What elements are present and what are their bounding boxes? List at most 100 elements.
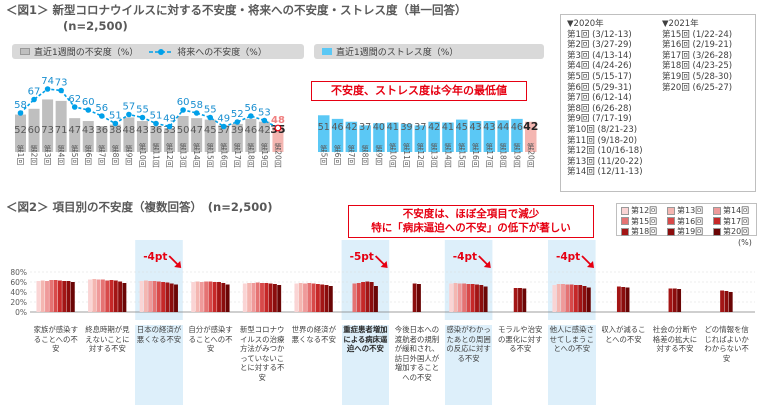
round-tick-label: 第17回 [233,141,242,168]
fig2-bar [369,282,374,312]
stress-value-label: 42 [428,122,440,133]
fig2-bar [251,283,256,312]
stress-bar [497,120,509,152]
fig2-bar [457,283,462,312]
fig2-bar [255,282,260,312]
fig2-bar [40,280,45,312]
anxiety-bar [218,125,230,152]
fig1-right-legend: 直近1週間のストレス度（%） [314,44,544,59]
survey-date-item: 第2回 (3/27-29) [567,40,632,51]
stress-bar [525,121,537,152]
future-anxiety-point [207,114,213,121]
future-anxiety-value-label: 62 [68,94,81,105]
fig2-bar [352,283,357,312]
future-anxiety-point [220,123,227,130]
legend-label: 第18回 [631,227,658,236]
legend-swatch [667,206,675,215]
fig2-bar [298,283,303,312]
fig2-bar [724,291,729,312]
future-anxiety-point [85,107,92,113]
round-tick-label: 第11回 [402,141,411,168]
future-anxiety-point [234,119,241,125]
future-anxiety-value-label: 67 [28,87,41,98]
fig2-bar [616,286,621,312]
fig2-bar [199,282,204,312]
survey-date-item: 第10回 (8/21-23) [567,124,638,135]
round-tick-label: 第8回 [360,144,369,166]
stress-bar [373,123,385,152]
anxiety-value-label: 42 [258,125,271,136]
bar-swatch [20,48,30,55]
fig2-bar [668,288,673,312]
round-tick-label: 第15回 [457,141,466,168]
round-tick-label: 第10回 [138,141,147,168]
future-anxiety-point [44,86,51,92]
future-anxiety-point [17,110,24,116]
fig2-bar [453,283,458,312]
future-anxiety-value-label: 74 [41,76,54,87]
stress-bar [345,121,358,152]
legend-swatch [713,206,721,215]
fig2-bar [113,280,118,312]
stress-bar [511,118,523,152]
legend-label: 第15回 [631,216,658,226]
survey-date-item: 第3回 (4/13-14) [567,50,632,61]
stress-value-label: 37 [359,122,371,133]
fig2-bar [195,281,200,312]
fig2-bar [328,286,333,312]
anxiety-bar [204,119,216,152]
anxiety-bar [150,126,162,152]
future-anxiety-point [112,120,119,127]
fig2-bar [169,283,174,312]
fig2-percent-unit: (%) [738,238,752,247]
round-tick-label: 第7回 [97,144,106,166]
fig2-bar [315,284,320,312]
fig2-bar [561,284,565,312]
change-annotation-label: -4pt [143,251,167,263]
anxiety-bar [55,100,67,152]
fig2-bar [565,284,570,312]
fig2-bar [156,281,161,312]
stress-value-label: 40 [373,122,385,133]
round-tick-label: 第9回 [374,144,383,166]
fig2-bar [294,283,299,312]
survey-date-item: 第1回 (3/12-13) [567,29,632,40]
stress-value-label: 51 [318,122,330,133]
y-tick-label: 0% [15,308,27,317]
anxiety-bar [258,121,270,152]
future-anxiety-value-label: 56 [95,103,108,114]
round-tick-label: 第2回 [29,144,38,166]
arrow-head-icon [587,261,594,268]
round-tick-label: 第14回 [443,141,452,168]
legend-label: 第13回 [677,206,704,215]
category-label: どの情報を信じればよいかわからない不安 [704,325,749,363]
legend-label: 第14回 [723,206,750,215]
survey-date-item: 第13回 (11/20-22) [567,156,643,167]
fig2-bar [57,280,62,312]
fig2-bar [88,279,92,312]
future-anxiety-value-label: 51 [150,111,163,122]
round-tick-label: 第16回 [471,141,480,168]
anxiety-value-label: 43 [82,125,95,136]
fig2-bar [161,282,166,312]
survey-date-item: 第16回 (2/19-21) [662,40,733,51]
change-annotation-label: -5pt [350,251,374,263]
fig2-bar [311,283,316,312]
category-label: 家族が感染することへの不安 [33,325,78,353]
fig2-bar [320,284,325,312]
survey-date-item: 第6回 (5/29-31) [567,82,632,93]
fig2-bar [208,281,213,312]
future-anxiety-value-label: 60 [177,97,190,108]
legend-swatch [667,227,675,236]
fig2-callout-line2: 特に「病床逼迫への不安」の低下が著しい [371,222,571,234]
legend-swatch [621,217,629,225]
stress-value-label: 43 [483,122,495,133]
fig2-bar [578,285,583,312]
fig2-bar [303,283,307,312]
round-tick-label: 第9回 [124,144,133,166]
anxiety-value-label: 48 [123,125,136,136]
anxiety-value-label: 73 [41,125,54,136]
future-anxiety-point [166,123,173,130]
category-label: 他人に感染させてしまうことへの不安 [548,325,596,405]
